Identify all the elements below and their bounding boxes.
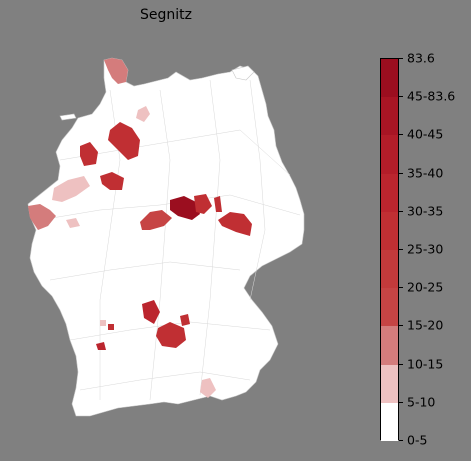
legend-tick-mark bbox=[399, 58, 403, 59]
region-karlsruhe-small-2 bbox=[108, 324, 114, 330]
legend-tick-mark bbox=[399, 249, 403, 250]
legend-segment bbox=[381, 173, 398, 213]
map-title: Segnitz bbox=[140, 7, 192, 23]
region-hamburg bbox=[136, 106, 150, 122]
legend-tick-label: 15-20 bbox=[407, 317, 444, 333]
legend-segment bbox=[381, 250, 398, 289]
legend-tick-mark bbox=[399, 401, 403, 403]
legend-segment bbox=[381, 97, 398, 136]
region-bremen bbox=[108, 122, 140, 160]
legend-tick-label: 30-35 bbox=[407, 203, 444, 219]
legend-tick-label: 0-5 bbox=[407, 432, 428, 448]
legend-segment bbox=[381, 59, 398, 98]
region-karlsruhe bbox=[96, 342, 106, 350]
legend-tick-mark bbox=[399, 325, 403, 327]
legend-tick-mark bbox=[399, 96, 403, 98]
region-nuernberg bbox=[156, 322, 186, 348]
legend-tick-mark bbox=[399, 440, 403, 441]
region-kassel bbox=[140, 210, 172, 230]
legend-segment bbox=[381, 135, 398, 175]
legend-tick-mark bbox=[399, 363, 403, 365]
legend-segment bbox=[381, 288, 398, 327]
legend-segment bbox=[381, 364, 398, 404]
legend-tick-label: 83.6 bbox=[407, 50, 435, 66]
region-emsland bbox=[80, 142, 98, 166]
region-halle bbox=[194, 194, 212, 214]
legend-segment bbox=[381, 326, 398, 366]
legend-tick-label: 35-40 bbox=[407, 165, 444, 181]
region-nuernberg-small bbox=[180, 314, 190, 326]
legend-tick-label: 20-25 bbox=[407, 279, 444, 295]
legend-tick-label: 40-45 bbox=[407, 126, 444, 142]
legend-colorbar bbox=[380, 58, 399, 442]
legend-tick-mark bbox=[399, 287, 403, 289]
region-osnabrueck bbox=[100, 172, 124, 190]
region-wuerzburg bbox=[142, 300, 160, 324]
region-leipzig bbox=[218, 212, 252, 236]
region-muensterland bbox=[52, 176, 90, 202]
region-karlsruhe-small bbox=[100, 320, 106, 326]
legend-tick-label: 10-15 bbox=[407, 356, 444, 372]
region-munich bbox=[200, 378, 216, 398]
highlighted-districts bbox=[28, 58, 252, 398]
region-harz bbox=[170, 196, 200, 220]
region-halle-small bbox=[214, 196, 222, 212]
legend-tick-label: 25-30 bbox=[407, 241, 444, 257]
legend-tick-label: 5-10 bbox=[407, 394, 436, 410]
legend-segment bbox=[381, 402, 398, 442]
region-nordfriesland bbox=[104, 58, 128, 84]
legend-tick-label: 45-83.6 bbox=[407, 88, 456, 104]
legend-tick-mark bbox=[399, 210, 403, 212]
germany-outline bbox=[27, 57, 305, 417]
legend-tick-mark bbox=[399, 134, 403, 136]
region-lower-rhine bbox=[28, 204, 56, 230]
region-rhine-small bbox=[66, 218, 80, 228]
legend-segment bbox=[381, 211, 398, 251]
legend-tick-mark bbox=[399, 172, 403, 174]
